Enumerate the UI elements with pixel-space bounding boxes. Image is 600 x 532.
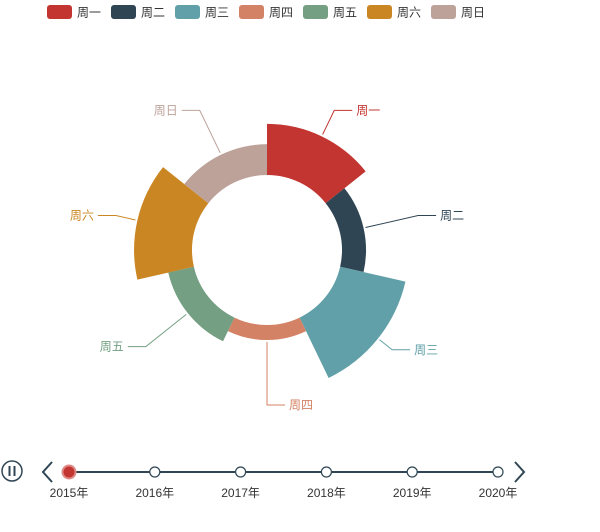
legend-label: 周五 <box>333 6 357 20</box>
legend-label: 周六 <box>397 6 421 20</box>
timeline-label[interactable]: 2020年 <box>479 486 518 500</box>
timeline-point-marker <box>492 466 504 478</box>
timeline-point-marker <box>149 466 161 478</box>
slice-leader-line <box>322 109 353 135</box>
timeline-point[interactable]: 2016年 <box>135 466 174 500</box>
slice-label: 周六 <box>70 209 94 223</box>
pause-icon <box>1 460 23 482</box>
timeline-label[interactable]: 2016年 <box>135 486 174 500</box>
timeline-point[interactable]: 2015年 <box>50 464 89 501</box>
legend-swatch <box>239 5 264 19</box>
timeline-label[interactable]: 2015年 <box>50 486 89 500</box>
pause-bar-right <box>13 466 16 476</box>
timeline-label[interactable]: 2018年 <box>307 486 346 500</box>
rose-slice[interactable] <box>299 266 406 378</box>
legend: 周一 周二 周三 周四 周五 周六 周日 <box>47 5 485 20</box>
play-pause-button[interactable] <box>1 460 23 482</box>
legend-item[interactable]: 周日 <box>431 5 485 20</box>
legend-item[interactable]: 周一 <box>47 5 101 20</box>
timeline-point[interactable]: 2019年 <box>393 466 432 500</box>
legend-swatch <box>175 5 200 19</box>
timeline-point-marker <box>320 466 332 478</box>
slice-label: 周二 <box>440 209 464 223</box>
timeline-point-active <box>63 466 75 478</box>
rose-slice[interactable] <box>168 266 235 342</box>
timeline-label[interactable]: 2019年 <box>393 486 432 500</box>
slice-label: 周五 <box>100 340 124 354</box>
rose-slice[interactable] <box>267 123 366 204</box>
rose-slice[interactable] <box>184 144 267 204</box>
legend-swatch <box>367 5 392 19</box>
slice-leader-line <box>365 215 437 229</box>
slice-label: 周四 <box>289 398 313 412</box>
slice-leader-line <box>379 339 411 351</box>
slice-leader-line <box>266 342 285 406</box>
chevron-left-icon[interactable] <box>41 461 53 483</box>
slice-leader-line <box>181 109 221 154</box>
slice-leader-line <box>127 314 187 348</box>
legend-swatch <box>111 5 136 19</box>
rose-slice[interactable] <box>134 167 209 280</box>
timeline-point-marker <box>235 466 247 478</box>
rose-slice[interactable] <box>325 188 367 273</box>
legend-item[interactable]: 周三 <box>175 5 229 20</box>
slice-label: 周一 <box>356 103 380 117</box>
legend-swatch <box>431 5 456 19</box>
slice-label: 周三 <box>414 343 438 357</box>
legend-item[interactable]: 周二 <box>111 5 165 20</box>
timeline-point[interactable]: 2020年 <box>479 466 518 500</box>
legend-label: 周四 <box>269 6 293 20</box>
timeline-label[interactable]: 2017年 <box>221 486 260 500</box>
legend-label: 周一 <box>77 6 101 20</box>
rose-slice[interactable] <box>227 317 307 340</box>
legend-item[interactable]: 周五 <box>303 5 357 20</box>
legend-item[interactable]: 周四 <box>239 5 293 20</box>
legend-swatch <box>303 5 328 19</box>
timeline-point[interactable]: 2018年 <box>307 466 346 500</box>
legend-item[interactable]: 周六 <box>367 5 421 20</box>
slice-leader-line <box>97 215 136 221</box>
legend-label: 周日 <box>461 6 485 20</box>
timeline: 2015年 2016年 2017年 2018年 2019年 2020年 <box>1 460 526 501</box>
rose-chart <box>134 123 406 378</box>
legend-swatch <box>47 5 72 19</box>
slice-label: 周日 <box>154 103 178 117</box>
chevron-right-icon[interactable] <box>514 461 526 483</box>
legend-label: 周三 <box>205 6 229 20</box>
timeline-point[interactable]: 2017年 <box>221 466 260 500</box>
timeline-point-marker <box>406 466 418 478</box>
pause-bar-left <box>8 466 11 476</box>
legend-label: 周二 <box>141 6 165 20</box>
